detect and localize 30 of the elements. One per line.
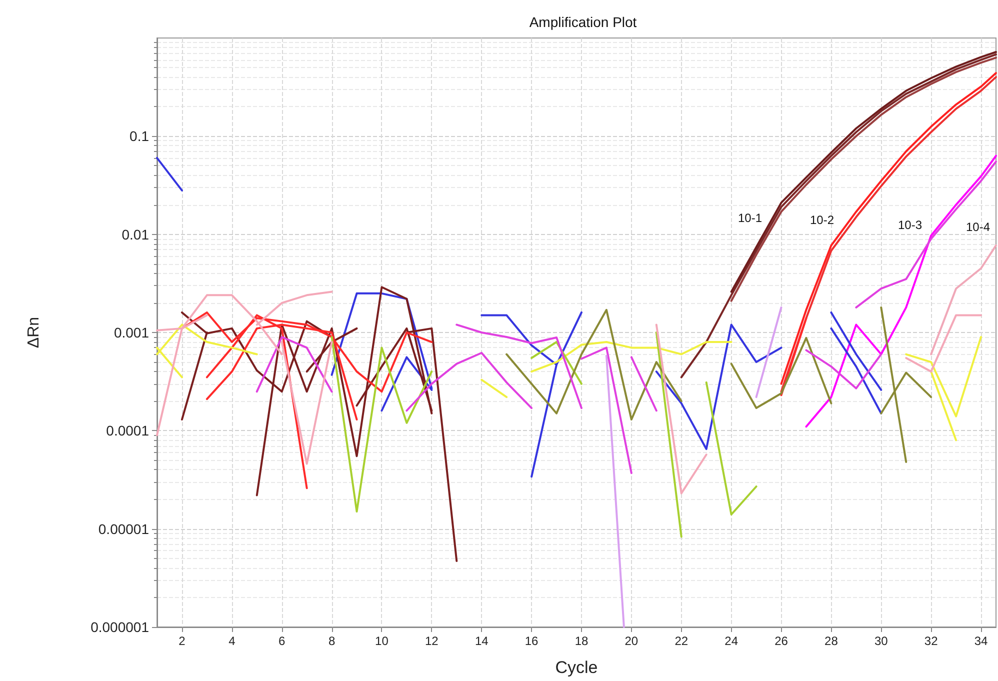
x-tick-label: 8 bbox=[328, 634, 336, 648]
y-tick-label: 0.000001 bbox=[90, 619, 150, 635]
x-tick-label: 24 bbox=[724, 634, 738, 648]
x-tick-label: 12 bbox=[424, 634, 439, 648]
x-tick-label: 4 bbox=[228, 634, 236, 648]
y-axis-title: ΔRn bbox=[26, 316, 42, 348]
annotation: 10-4 bbox=[966, 220, 990, 234]
y-tick-label: 0.001 bbox=[114, 324, 150, 340]
x-tick-label: 10 bbox=[375, 634, 389, 648]
x-tick-label: 30 bbox=[874, 634, 888, 648]
x-tick-label: 14 bbox=[474, 634, 489, 648]
x-tick-label: 32 bbox=[924, 634, 938, 648]
x-tick-label: 6 bbox=[278, 634, 286, 648]
y-tick-label: 0.01 bbox=[122, 226, 150, 242]
y-tick-label: 0.00001 bbox=[98, 520, 150, 537]
annotation: 10-1 bbox=[738, 211, 762, 225]
y-tick-label: 0.0001 bbox=[106, 422, 150, 439]
x-tick-label: 34 bbox=[974, 634, 988, 648]
x-tick-label: 20 bbox=[624, 634, 638, 648]
x-tick-label: 28 bbox=[824, 634, 838, 648]
x-axis-title: Cycle bbox=[555, 658, 598, 677]
annotation: 10-2 bbox=[810, 213, 834, 227]
chart-title: Amplification Plot bbox=[529, 14, 637, 30]
x-tick-label: 22 bbox=[674, 634, 688, 648]
x-tick-label: 26 bbox=[774, 634, 788, 648]
y-tick-label: 0.1 bbox=[130, 128, 150, 144]
x-tick-label: 16 bbox=[524, 634, 539, 648]
x-tick-label: 18 bbox=[574, 634, 588, 648]
x-tick-label: 2 bbox=[178, 634, 186, 648]
annotation: 10-3 bbox=[898, 218, 922, 232]
